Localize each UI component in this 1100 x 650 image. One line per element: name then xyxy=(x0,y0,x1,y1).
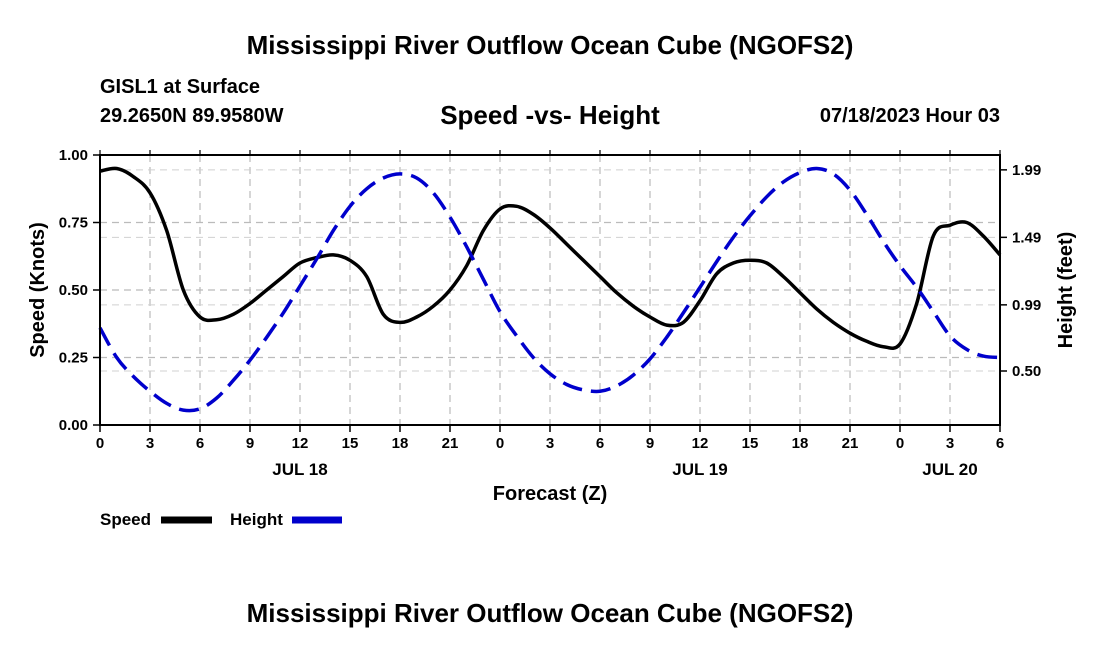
y2-tick-label: 0.99 xyxy=(1012,297,1041,314)
x-tick-label: 18 xyxy=(792,435,809,452)
x-tick-label: 3 xyxy=(146,435,154,452)
series-line-speed xyxy=(99,166,1002,350)
chart-subtitle: Speed -vs- Height xyxy=(440,100,660,130)
x-tick-label: 9 xyxy=(246,435,254,452)
series-line-height xyxy=(98,166,1001,413)
y-tick-label: 0.25 xyxy=(59,350,88,367)
x-tick-label: 0 xyxy=(896,435,904,452)
x-tick-label: 3 xyxy=(546,435,554,452)
x-tick-label: 0 xyxy=(496,435,504,452)
x-tick-label: 15 xyxy=(742,435,759,452)
chart-main-title: Mississippi River Outflow Ocean Cube (NG… xyxy=(246,30,854,60)
station-label: GISL1 at Surface xyxy=(100,76,261,98)
y2-tick-label: 1.99 xyxy=(1012,162,1041,179)
station-coordinates: 29.2650N 89.9580W xyxy=(100,105,284,127)
date-label: JUL 20 xyxy=(922,460,977,479)
x-tick-label: 9 xyxy=(646,435,654,452)
x-tick-label: 3 xyxy=(946,435,954,452)
grid-layer xyxy=(100,154,1000,425)
y2-tick-label: 0.50 xyxy=(1012,363,1041,380)
x-tick-label: 0 xyxy=(96,435,104,452)
legend-speed-label: Speed xyxy=(100,510,152,529)
footer-title: Mississippi River Outflow Ocean Cube (NG… xyxy=(246,598,854,628)
x-tick-label: 18 xyxy=(392,435,409,452)
y2-tick-label: 1.49 xyxy=(1012,229,1041,246)
x-tick-label: 12 xyxy=(692,435,709,452)
x-tick-label: 21 xyxy=(442,435,459,452)
y-tick-label: 1.00 xyxy=(59,147,88,164)
y-tick-label: 0.50 xyxy=(59,282,88,299)
y-tick-label: 0.00 xyxy=(59,417,88,434)
date-label: JUL 19 xyxy=(672,460,727,479)
x-tick-label: 12 xyxy=(292,435,309,452)
series-layer xyxy=(98,166,1002,413)
x-tick-label: 6 xyxy=(196,435,204,452)
x-tick-label: 21 xyxy=(842,435,859,452)
x-tick-label: 6 xyxy=(996,435,1004,452)
x-tick-label: 15 xyxy=(342,435,359,452)
x-axis-label: Forecast (Z) xyxy=(493,483,607,505)
y2-axis-label: Height (feet) xyxy=(1055,232,1077,349)
date-label: JUL 18 xyxy=(272,460,327,479)
x-tick-label: 6 xyxy=(596,435,604,452)
y-tick-label: 0.75 xyxy=(59,215,88,232)
legend-height-label: Height xyxy=(230,510,283,529)
forecast-datetime: 07/18/2023 Hour 03 xyxy=(819,105,1000,127)
axes-layer: 0 3 6 9 12 15 18 21 0 3 6 9 12 15 18 21 0 3 6 0.00 0.25 0.50 0… xyxy=(59,147,1041,479)
y-axis-label: Speed (Knots) xyxy=(27,222,49,358)
